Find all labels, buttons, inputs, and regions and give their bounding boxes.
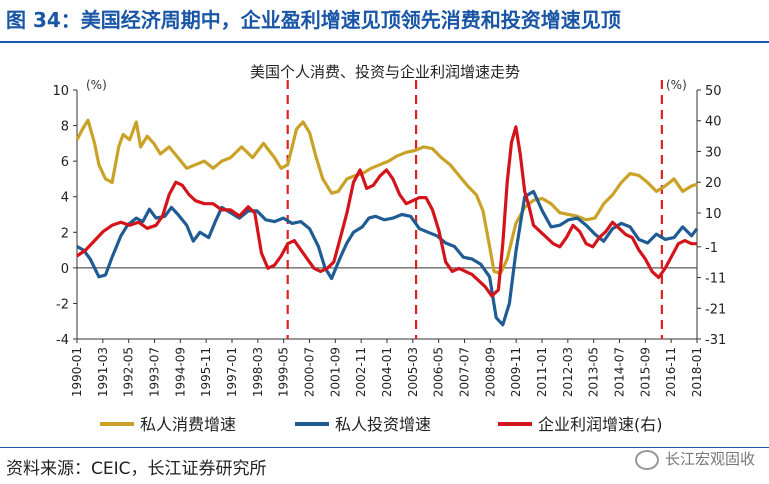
line-chart: 美国个人消费、投资与企业利润增速走势 (%) (%) -4 -2 0 2 4 6 8 10 -3… [0, 44, 769, 439]
x-tick-label: 2012-03 [561, 347, 575, 397]
right-tick-label: 10 [705, 207, 722, 222]
x-tick-label: 2015-09 [638, 347, 652, 397]
x-tick-label: 1997-01 [225, 347, 239, 397]
series-line [76, 125, 697, 298]
left-tick-label: 0 [61, 262, 69, 277]
right-tick-label: 50 [705, 84, 722, 99]
x-tick-label: 2009-11 [509, 347, 523, 397]
right-tick-label: 40 [705, 115, 722, 130]
right-tick-label: -31 [705, 333, 726, 348]
x-tick-label: 1990-01 [70, 347, 84, 397]
x-tick-label: 2004-01 [380, 347, 394, 397]
legend: 私人消费增速 私人投资增速 企业利润增速(右) [100, 415, 663, 434]
series-lines [75, 118, 699, 327]
figure-title: 图 34：美国经济周期中，企业盈利增速见顶领先消费和投资增速见顶 [6, 8, 621, 32]
x-tick-label: 2014-07 [613, 347, 627, 397]
x-tick-label: 2011-01 [535, 347, 549, 397]
right-tick-label: 20 [705, 176, 722, 191]
x-tick-label: 2007-07 [458, 347, 472, 397]
x-tick-label: 2001-09 [328, 347, 342, 397]
x-tick-label: 1995-11 [199, 347, 213, 397]
title-divider [0, 41, 769, 43]
wechat-icon [634, 449, 659, 470]
right-tick-label: 30 [705, 145, 722, 160]
left-tick-label: 6 [61, 155, 69, 170]
axes: -4 -2 0 2 4 6 8 10 -31 -21 -11 -1 10 20 30 40 50 1990-01 1… [52, 84, 726, 397]
left-tick-label: 10 [52, 84, 69, 99]
left-tick-label: 8 [61, 120, 69, 135]
x-tick-label: 2016-11 [664, 347, 678, 397]
x-tick-label: 2006-05 [432, 347, 446, 397]
series-line [75, 118, 698, 275]
legend-label: 私人消费增速 [140, 415, 236, 434]
x-tick-label: 1999-05 [277, 347, 291, 397]
series-line [76, 189, 699, 327]
x-tick-label: 2005-03 [406, 347, 420, 397]
left-tick-label: 2 [61, 226, 69, 241]
x-tick-label: 2000-07 [303, 347, 317, 397]
x-tick-label: 1993-07 [148, 347, 162, 397]
legend-label: 私人投资增速 [335, 415, 431, 434]
left-tick-label: 4 [61, 191, 69, 206]
source-note: 资料来源：CEIC，长江证券研究所 [6, 459, 267, 479]
right-tick-label: -1 [705, 241, 718, 256]
footer: 资料来源：CEIC，长江证券研究所 长江宏观固收 [0, 440, 769, 484]
watermark: 长江宏观固收 [634, 448, 755, 470]
vertical-markers [286, 80, 663, 339]
x-tick-label: 1991-03 [96, 347, 110, 397]
x-tick-label: 1998-03 [251, 347, 265, 397]
x-tick-label: 2008-09 [483, 347, 497, 397]
x-tick-label: 2002-11 [354, 347, 368, 397]
right-axis-unit: (%) [666, 78, 687, 92]
chart-title: 美国个人消费、投资与企业利润增速走势 [250, 63, 520, 81]
x-tick-label: 1994-09 [173, 347, 187, 397]
left-tick-label: -2 [56, 297, 69, 312]
x-tick-label: 2013-05 [587, 347, 601, 397]
left-axis-unit: (%) [86, 78, 107, 92]
legend-label: 企业利润增速(右) [538, 415, 663, 434]
watermark-text: 长江宏观固收 [664, 450, 755, 468]
left-tick-label: -4 [56, 333, 69, 348]
x-tick-label: 1992-05 [122, 347, 136, 397]
right-tick-label: -11 [705, 272, 726, 287]
right-tick-label: -21 [705, 302, 726, 317]
x-tick-label: 2018-01 [690, 347, 704, 397]
footer-divider [0, 447, 769, 448]
